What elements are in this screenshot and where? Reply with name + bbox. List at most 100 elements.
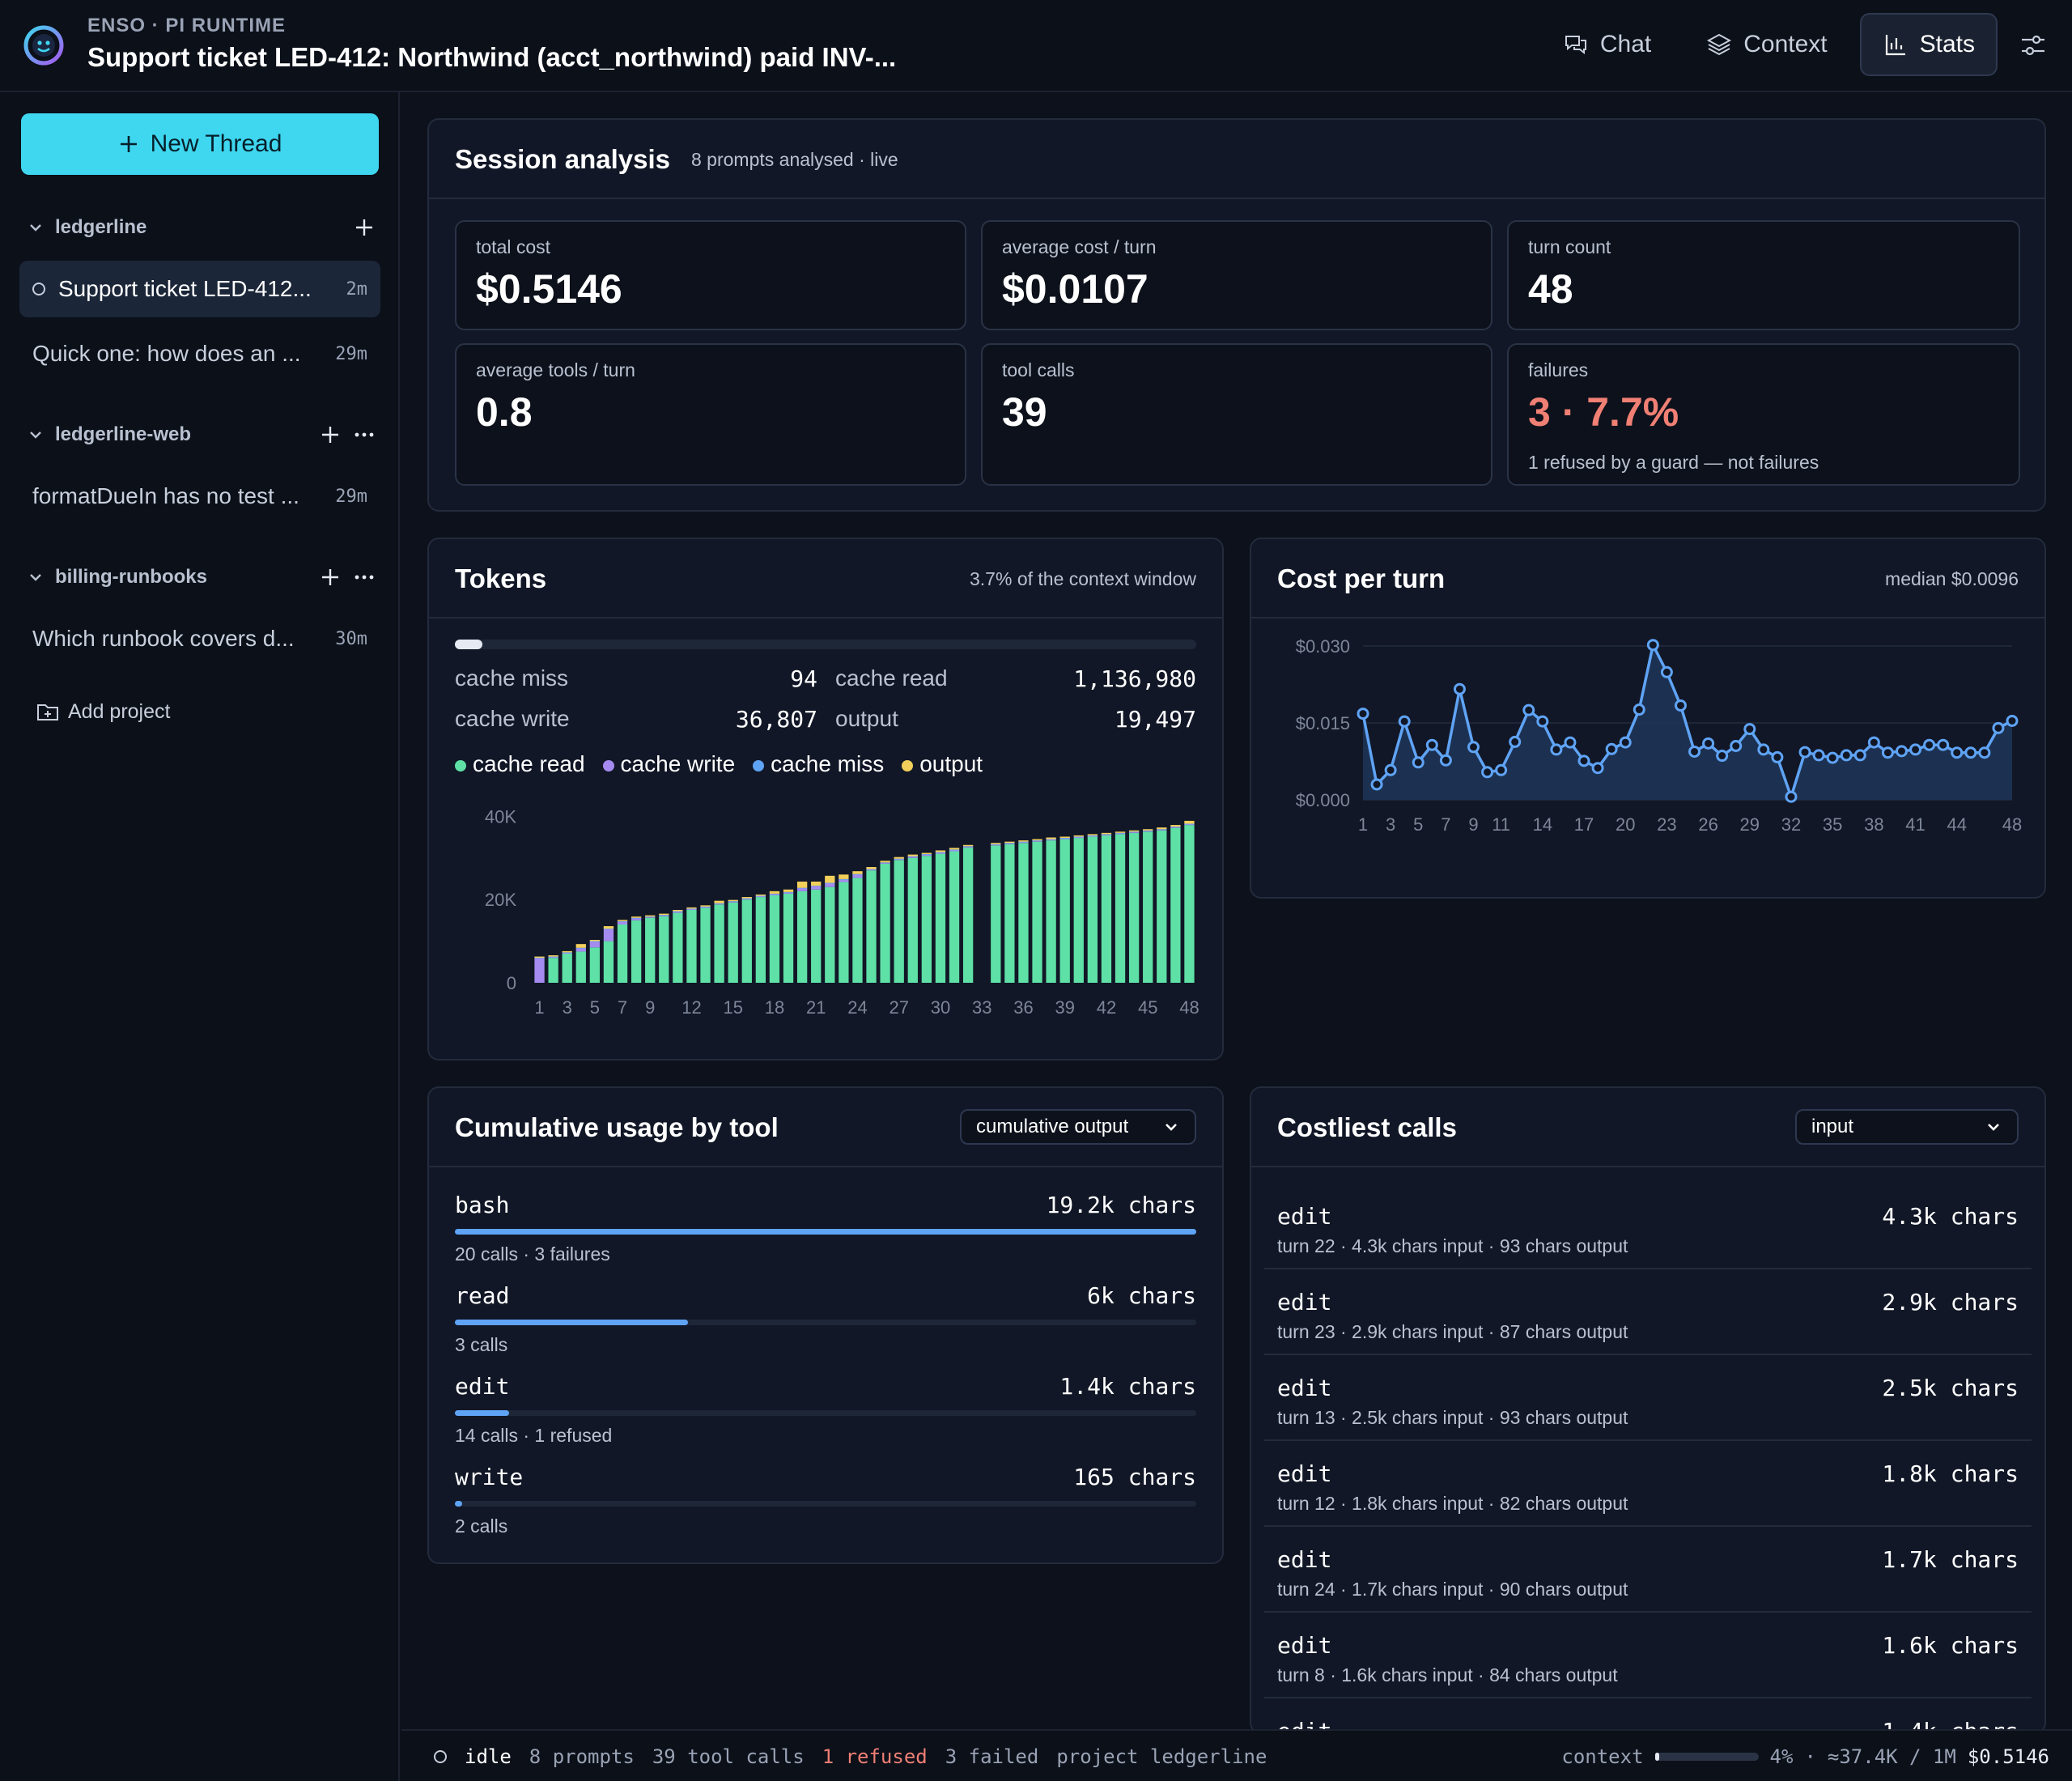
cost-point	[1716, 750, 1729, 763]
costly-call-row[interactable]: edit 2.9k chars turn 23 · 2.9k chars input…	[1264, 1269, 2032, 1355]
call-amount: 1.7k chars	[1882, 1546, 2019, 1573]
project-ledgerline-web[interactable]: ledgerline-web	[28, 419, 376, 451]
thread-item[interactable]: Quick one: how does an ... 29m	[19, 325, 380, 382]
x-tick-label: 32	[1781, 814, 1801, 835]
token-label: cache read	[835, 665, 948, 691]
card-subtitle: 3.7% of the context window	[970, 568, 1196, 589]
cost-point	[1384, 763, 1397, 776]
bar-segment	[728, 901, 738, 902]
cost-point	[1757, 743, 1770, 756]
bar-segment	[796, 890, 808, 983]
page-title: Support ticket LED-412: Northwind (acct_…	[87, 42, 897, 72]
bar-segment	[631, 917, 642, 919]
project-billing-runbooks[interactable]: billing-runbooks	[28, 561, 376, 593]
cost-point	[1357, 708, 1369, 720]
bar-segment	[673, 911, 683, 913]
thread-label: Support ticket LED-412...	[58, 276, 312, 301]
x-tick-label: 21	[806, 997, 826, 1018]
bar-segment	[548, 956, 558, 958]
bar-segment	[1018, 840, 1029, 842]
thread-label: formatDueIn has no test ...	[32, 483, 299, 508]
costly-call-row[interactable]: edit 2.5k chars turn 13 · 2.5k chars input…	[1264, 1355, 2032, 1441]
project-ledgerline[interactable]: ledgerline	[28, 211, 376, 244]
more-icon[interactable]	[353, 423, 376, 446]
bar-segment	[907, 854, 918, 856]
add-thread-icon[interactable]	[319, 566, 342, 589]
x-tick-label: 36	[1013, 997, 1033, 1018]
bar-segment	[1157, 830, 1167, 983]
thread-item[interactable]: formatDueIn has no test ... 29m	[19, 468, 380, 525]
status-state: idle	[465, 1745, 512, 1768]
bar-segment	[603, 929, 614, 942]
status-failed: 3 failed	[945, 1745, 1039, 1768]
costly-call-row[interactable]: edit 1.6k chars turn 8 · 1.6k chars input …	[1264, 1613, 2032, 1698]
bar-segment	[617, 920, 628, 925]
context-window-fill	[455, 640, 482, 649]
bar-segment	[935, 852, 946, 854]
more-icon[interactable]	[353, 566, 376, 589]
metric-select[interactable]: cumulative output	[960, 1109, 1196, 1145]
bar-segment	[991, 844, 1001, 845]
cost-point	[1840, 749, 1853, 762]
status-cost: $0.5146	[1967, 1745, 2049, 1768]
costly-call-row[interactable]: edit 1.8k chars turn 12 · 1.8k chars input…	[1264, 1441, 2032, 1527]
add-thread-icon[interactable]	[353, 216, 376, 239]
tokens-bar-chart: 40K 20K 01 3 5 7 9 12 15 18 21 24 27 30 33 36 39 42 45 48	[485, 806, 1199, 1018]
cost-point	[1923, 738, 1936, 751]
bar-segment	[935, 852, 946, 853]
tool-amount: 6k chars	[1087, 1282, 1196, 1309]
add-thread-icon[interactable]	[319, 423, 342, 446]
chevron-down-icon	[1166, 1124, 1177, 1131]
bar-segment	[769, 893, 780, 895]
tab-stats[interactable]: Stats	[1859, 13, 1998, 76]
bar-segment	[1073, 838, 1084, 983]
tool-row: bash 19.2k chars 20 calls · 3 failures	[455, 1192, 1196, 1281]
bar-segment	[769, 893, 780, 895]
call-name: edit	[1277, 1203, 1332, 1230]
card-header: Cost per turn median $0.0096	[1251, 539, 2044, 618]
thread-age: 29m	[335, 343, 367, 364]
stat-tool-calls: tool calls 39	[981, 343, 1492, 486]
bar-segment	[962, 844, 974, 847]
sliders-icon[interactable]	[2019, 31, 2048, 60]
new-thread-button[interactable]: New Thread	[21, 113, 379, 175]
cost-point	[1370, 778, 1383, 791]
status-context-pct: 4%	[1769, 1745, 1794, 1768]
bar-segment	[1046, 840, 1056, 983]
select-value: input	[1811, 1116, 1854, 1137]
card-header: Tokens 3.7% of the context window	[429, 539, 1222, 618]
costly-call-row[interactable]: edit 1.7k chars turn 24 · 1.7k chars input…	[1264, 1527, 2032, 1613]
x-tick-label: 30	[931, 997, 950, 1018]
cost-point	[1564, 736, 1577, 749]
tool-usage-bar	[455, 1229, 1196, 1235]
bar-segment	[686, 908, 697, 910]
costly-call-row[interactable]: edit 4.3k chars turn 22 · 4.3k chars input…	[1264, 1184, 2032, 1269]
legend-swatch	[455, 759, 466, 771]
x-tick-label: 48	[1179, 997, 1199, 1018]
costly-call-row[interactable]: edit 1.4k chars	[1264, 1698, 2032, 1732]
thread-item[interactable]: Support ticket LED-412... 2m	[19, 261, 380, 317]
bar-segment	[935, 853, 946, 983]
thread-item[interactable]: Which runbook covers d... 30m	[19, 610, 380, 667]
tab-label: Stats	[1919, 31, 1975, 57]
cost-point	[1605, 742, 1618, 755]
x-tick-label: 35	[1823, 814, 1842, 835]
tab-context[interactable]: Context	[1684, 13, 1849, 76]
sort-select[interactable]: input	[1795, 1109, 2019, 1145]
x-tick-label: 33	[972, 997, 991, 1018]
bar-segment	[686, 910, 697, 983]
cost-point	[1895, 745, 1908, 758]
tab-chat[interactable]: Chat	[1540, 13, 1674, 76]
bar-segment	[825, 875, 835, 883]
x-tick-label: 20	[1616, 814, 1635, 835]
project-name: ledgerline	[55, 216, 147, 238]
view-tabs: Chat Context Stats	[1540, 13, 1998, 76]
bar-segment	[1115, 831, 1126, 833]
add-project-button[interactable]: Add project	[36, 699, 170, 724]
brand-label: ENSO · PI RUNTIME	[87, 15, 287, 36]
token-value: 94	[790, 665, 817, 692]
call-amount: 2.9k chars	[1882, 1289, 2019, 1316]
bar-segment	[589, 941, 601, 948]
bar-segment	[1087, 836, 1098, 983]
x-tick-label: 45	[1138, 997, 1157, 1018]
